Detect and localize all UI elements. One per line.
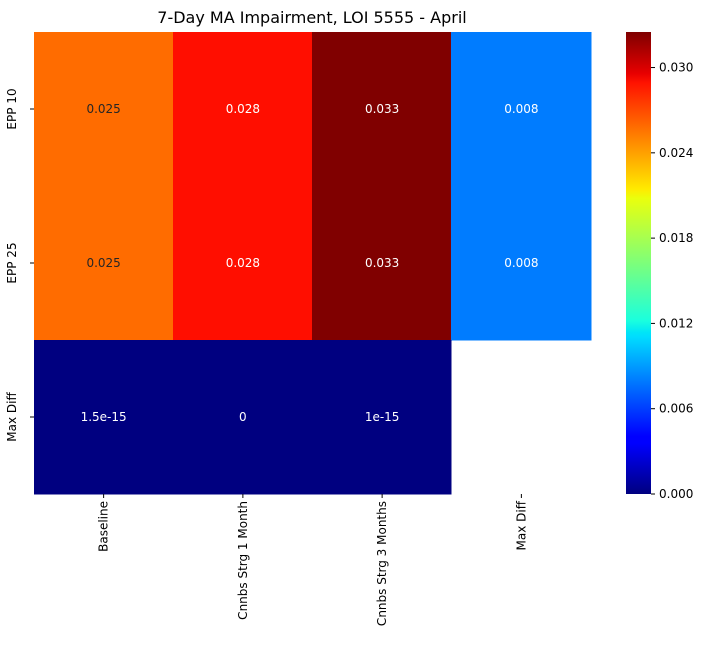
heatmap-cells [34, 32, 592, 495]
heatmap-cell [34, 32, 174, 187]
cell-label: 0.033 [365, 102, 399, 116]
heatmap-cell [34, 340, 174, 495]
colorbar-tick-label: 0.012 [659, 316, 693, 330]
colorbar-tick-label: 0.024 [659, 146, 693, 160]
colorbar-gradient [626, 32, 651, 494]
heatmap-cell [34, 186, 174, 341]
x-tick-label: Max Diff [514, 500, 528, 550]
heatmap-cell [173, 186, 313, 341]
heatmap-cell [451, 32, 592, 187]
colorbar: 0.000 0.006 0.012 0.018 0.024 0.030 [626, 32, 693, 501]
y-tick-label: Max Diff [5, 392, 19, 442]
cell-label: 0.008 [504, 102, 538, 116]
colorbar-tick-label: 0.000 [659, 487, 693, 501]
colorbar-ticks: 0.000 0.006 0.012 0.018 0.024 0.030 [651, 61, 693, 501]
y-tick-label: EPP 25 [5, 242, 19, 283]
cell-label: 0 [239, 410, 247, 424]
cell-label: 1.5e-15 [81, 410, 127, 424]
cell-label: 0.008 [504, 256, 538, 270]
heatmap-cell [451, 186, 592, 341]
cell-label: 0.025 [86, 102, 120, 116]
colorbar-tick-label: 0.030 [659, 61, 693, 75]
cell-label: 0.028 [226, 256, 260, 270]
x-tick-label: Cnnbs Strg 1 Month [236, 501, 250, 620]
heatmap-cell [312, 32, 452, 187]
colorbar-tick-label: 0.018 [659, 231, 693, 245]
cell-label: 0.025 [86, 256, 120, 270]
x-axis: Baseline Cnnbs Strg 1 Month Cnnbs Strg 3 M… [97, 494, 528, 626]
cell-label: 1e-15 [365, 410, 400, 424]
y-tick-label: EPP 10 [5, 88, 19, 129]
cell-label: 0.033 [365, 256, 399, 270]
colorbar-tick-label: 0.006 [659, 402, 693, 416]
heatmap-cell [173, 340, 313, 495]
chart-title: 7-Day MA Impairment, LOI 5555 - April [157, 8, 466, 27]
x-tick-label: Cnnbs Strg 3 Months [375, 501, 389, 626]
y-axis: EPP 10 EPP 25 Max Diff [5, 88, 34, 442]
heatmap-cell [173, 32, 313, 187]
x-tick-label: Baseline [97, 501, 111, 552]
cell-label: 0.028 [226, 102, 260, 116]
heatmap-cell [312, 340, 452, 495]
heatmap-cell [312, 186, 452, 341]
heatmap-cell-labels: 0.025 0.028 0.033 0.008 0.025 0.028 0.033 0.008… [81, 102, 539, 424]
